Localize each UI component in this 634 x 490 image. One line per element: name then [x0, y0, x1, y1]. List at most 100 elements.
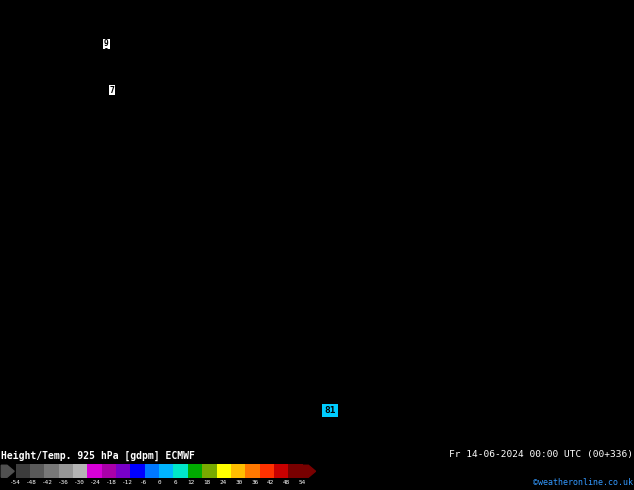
Text: 1: 1	[110, 400, 115, 409]
Text: 7: 7	[98, 113, 103, 122]
Text: 5: 5	[184, 39, 190, 48]
Text: 8: 8	[623, 95, 628, 104]
Text: 7: 7	[618, 11, 623, 21]
Text: 4: 4	[456, 95, 461, 104]
Text: 8: 8	[502, 270, 507, 280]
Text: 5: 5	[110, 215, 115, 224]
Text: 2: 2	[225, 160, 230, 169]
Text: 1: 1	[283, 252, 288, 261]
Text: 5: 5	[537, 21, 541, 30]
Text: 3: 3	[260, 11, 264, 21]
Text: 7: 7	[98, 141, 103, 150]
Text: 4: 4	[352, 298, 357, 307]
Text: 9: 9	[87, 39, 91, 48]
Text: 1: 1	[266, 261, 270, 270]
Text: 3: 3	[427, 95, 432, 104]
Text: 6: 6	[479, 224, 484, 233]
Text: 2: 2	[35, 39, 39, 48]
Text: 1: 1	[173, 418, 178, 428]
Text: 2: 2	[17, 49, 22, 57]
Text: 3: 3	[375, 178, 380, 187]
Text: 6: 6	[35, 280, 39, 289]
Text: 8: 8	[508, 308, 513, 317]
Text: 0: 0	[595, 224, 599, 233]
Text: 2: 2	[139, 289, 143, 298]
Text: 5: 5	[514, 104, 519, 113]
Text: 1: 1	[225, 372, 230, 381]
Text: 5: 5	[439, 196, 444, 205]
Text: 0: 0	[560, 372, 565, 381]
Text: 7: 7	[502, 215, 507, 224]
Text: 4: 4	[29, 400, 34, 409]
Text: 1: 1	[231, 335, 236, 344]
Text: 1: 1	[41, 67, 46, 76]
Text: 0: 0	[81, 11, 86, 21]
Text: 6: 6	[543, 104, 547, 113]
Text: 3: 3	[323, 335, 328, 344]
Text: 6: 6	[531, 85, 536, 95]
Text: 1: 1	[364, 122, 368, 131]
Text: 1: 1	[133, 372, 138, 381]
Text: 4: 4	[381, 234, 386, 243]
Text: 8: 8	[93, 95, 97, 104]
Text: 5: 5	[514, 39, 519, 48]
Text: 9: 9	[98, 30, 103, 39]
Text: 6: 6	[422, 298, 426, 307]
Text: 3: 3	[29, 21, 34, 30]
Text: 4: 4	[358, 317, 363, 326]
Text: 2: 2	[231, 372, 236, 381]
Text: 1: 1	[312, 95, 316, 104]
Text: 3: 3	[381, 169, 386, 178]
Text: 0: 0	[197, 335, 201, 344]
Text: 3: 3	[352, 270, 357, 280]
Text: 5: 5	[525, 2, 530, 11]
Text: 0: 0	[352, 21, 357, 30]
Text: 1: 1	[588, 317, 593, 326]
Text: 7: 7	[502, 243, 507, 252]
Text: 8: 8	[560, 187, 565, 196]
Text: 0: 0	[69, 49, 74, 57]
Text: 2: 2	[329, 243, 334, 252]
Text: 5: 5	[318, 428, 322, 437]
Text: 0: 0	[560, 326, 565, 335]
Text: 5: 5	[479, 150, 484, 159]
Text: 1: 1	[571, 372, 576, 381]
Text: 3: 3	[352, 261, 357, 270]
Text: 0: 0	[514, 400, 519, 409]
Text: 6: 6	[588, 2, 593, 11]
Text: 7: 7	[6, 261, 11, 270]
Text: 7: 7	[606, 39, 611, 48]
Text: 2: 2	[346, 187, 351, 196]
Text: 0: 0	[145, 391, 149, 400]
Text: 1: 1	[288, 261, 294, 270]
Text: 3: 3	[87, 363, 91, 372]
Text: 2: 2	[162, 298, 167, 307]
Text: 1: 1	[392, 21, 398, 30]
Text: 4: 4	[456, 122, 461, 131]
Text: 8: 8	[508, 298, 513, 307]
Text: 1: 1	[208, 372, 212, 381]
Text: 4: 4	[300, 428, 305, 437]
Text: 6: 6	[566, 58, 571, 67]
Text: 8: 8	[537, 224, 541, 233]
Text: 5: 5	[173, 132, 178, 141]
Text: 6: 6	[145, 113, 149, 122]
Text: -30: -30	[74, 480, 85, 485]
Text: 2: 2	[254, 372, 259, 381]
Text: 3: 3	[381, 206, 386, 215]
Text: 0: 0	[537, 326, 541, 335]
Text: 5: 5	[496, 76, 501, 85]
Text: 0: 0	[352, 30, 357, 39]
Text: Fr 14-06-2024 00:00 UTC (00+336): Fr 14-06-2024 00:00 UTC (00+336)	[449, 450, 633, 460]
Text: 9: 9	[606, 141, 611, 150]
Text: 7: 7	[52, 215, 57, 224]
Text: 5: 5	[214, 30, 219, 39]
Text: 4: 4	[392, 206, 398, 215]
Text: 5: 5	[6, 344, 11, 354]
Text: 4: 4	[242, 49, 247, 57]
Text: 1: 1	[588, 289, 593, 298]
Text: 2: 2	[197, 243, 201, 252]
Text: 9: 9	[554, 270, 559, 280]
Text: 9: 9	[485, 409, 489, 418]
Text: 2: 2	[277, 76, 282, 85]
